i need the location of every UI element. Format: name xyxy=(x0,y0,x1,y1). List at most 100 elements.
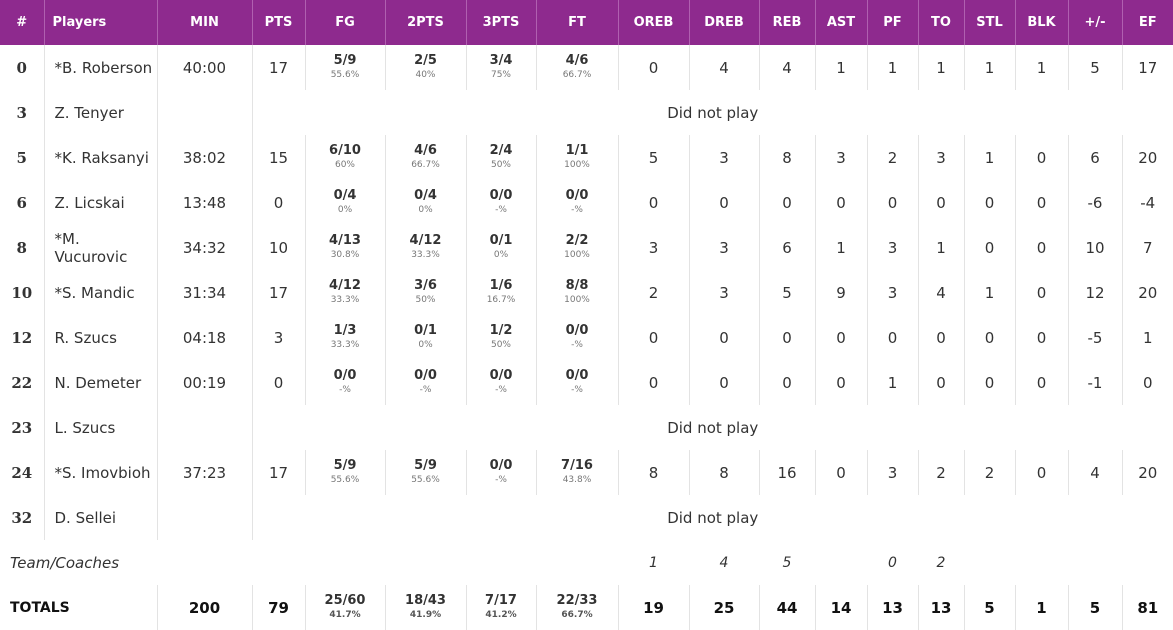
efficiency: -4 xyxy=(1122,180,1173,225)
stl: 0 xyxy=(964,315,1016,360)
reb: 5 xyxy=(782,554,792,571)
pf: 0 xyxy=(867,180,919,225)
minutes: 31:34 xyxy=(157,270,253,315)
oreb: 0 xyxy=(618,315,690,360)
oreb: 5 xyxy=(618,135,690,180)
player-number: 3 xyxy=(0,90,45,135)
oreb: 1 xyxy=(649,554,658,571)
player-name[interactable]: Z. Licskai xyxy=(44,180,158,225)
pf: 0 xyxy=(888,554,897,571)
player-name[interactable]: *K. Raksanyi xyxy=(44,135,158,180)
pf: 2 xyxy=(867,135,919,180)
three-cell: 0/0 -% xyxy=(466,450,537,495)
ft-pct: 43.8% xyxy=(562,475,592,485)
three-pct: 75% xyxy=(490,70,511,80)
player-row: 12 R. Szucs 04:18 3 1/3 33.3% 0/1 0% 1/2 50… xyxy=(0,315,1173,360)
three-cell: 0/0 -% xyxy=(466,360,537,405)
col-header[interactable]: 3PTS xyxy=(466,0,537,45)
player-name[interactable]: D. Sellei xyxy=(44,495,158,540)
to: 2 xyxy=(918,450,965,495)
three-made: 2/4 xyxy=(489,143,513,158)
col-header[interactable]: PTS xyxy=(252,0,306,45)
col-header[interactable]: TO xyxy=(918,0,965,45)
ast: 1 xyxy=(815,225,868,270)
to: 1 xyxy=(918,45,965,90)
two-cell: 0/1 0% xyxy=(385,315,467,360)
player-name[interactable]: L. Szucs xyxy=(44,405,158,450)
reb: 16 xyxy=(759,450,816,495)
fg-cell: 5/9 55.6% xyxy=(305,450,386,495)
fg-pct: 55.6% xyxy=(330,475,360,485)
col-header[interactable]: FT xyxy=(536,0,619,45)
col-header[interactable]: EF xyxy=(1122,0,1173,45)
col-header[interactable]: # xyxy=(0,0,45,45)
three-cell: 0/1 0% xyxy=(466,225,537,270)
reb: 44 xyxy=(759,585,816,630)
plus-minus: 6 xyxy=(1068,135,1123,180)
player-name[interactable]: *S. Mandic xyxy=(44,270,158,315)
blk: 1 xyxy=(1015,585,1069,630)
two-cell: 18/43 41.9% xyxy=(385,585,467,630)
did-not-play-label: Did not play xyxy=(252,90,1173,135)
fg-cell: 5/9 55.6% xyxy=(305,45,386,90)
col-header[interactable]: AST xyxy=(815,0,868,45)
player-name[interactable]: *B. Roberson xyxy=(44,45,158,90)
three-made: 1/2 xyxy=(489,323,513,338)
player-name[interactable]: *S. Imovbioh xyxy=(44,450,158,495)
player-row: 24 *S. Imovbioh 37:23 17 5/9 55.6% 5/9 55.… xyxy=(0,450,1173,495)
col-header[interactable]: DREB xyxy=(689,0,760,45)
efficiency: 20 xyxy=(1122,270,1173,315)
col-header[interactable]: MIN xyxy=(157,0,253,45)
col-header[interactable]: OREB xyxy=(618,0,690,45)
fg-pct: 0% xyxy=(337,205,353,215)
minutes: 40:00 xyxy=(157,45,253,90)
ft-cell: 8/8 100% xyxy=(536,270,619,315)
minutes xyxy=(157,495,253,540)
efficiency: 20 xyxy=(1122,135,1173,180)
player-name[interactable]: *M. Vucurovic xyxy=(44,225,158,270)
to: 13 xyxy=(918,585,965,630)
player-name[interactable]: N. Demeter xyxy=(44,360,158,405)
ft-pct: 100% xyxy=(564,160,590,170)
points: 10 xyxy=(252,225,306,270)
team-coaches-row: Team/Coaches 1 4 5 0 2 xyxy=(0,540,1173,585)
stl: 0 xyxy=(964,360,1016,405)
col-header[interactable]: REB xyxy=(759,0,816,45)
team-coaches-label: Team/Coaches xyxy=(10,553,120,572)
header-row: # Players MIN PTS FG 2PTS 3PTS FT OREB D… xyxy=(0,0,1173,45)
oreb: 0 xyxy=(618,360,690,405)
col-header[interactable]: +/- xyxy=(1068,0,1123,45)
player-name[interactable]: Z. Tenyer xyxy=(44,90,158,135)
blk xyxy=(1015,540,1068,585)
minutes: 04:18 xyxy=(157,315,253,360)
ast: 1 xyxy=(815,45,868,90)
ft-cell: 22/33 66.7% xyxy=(536,585,619,630)
two-pct: 0% xyxy=(418,205,433,215)
col-header[interactable]: STL xyxy=(964,0,1016,45)
col-header[interactable]: Players xyxy=(44,0,158,45)
dreb: 3 xyxy=(689,270,760,315)
points: 17 xyxy=(252,270,306,315)
two-made: 3/6 xyxy=(414,278,437,293)
ft-pct: 100% xyxy=(564,295,590,305)
col-header[interactable]: 2PTS xyxy=(385,0,467,45)
two-cell: 0/0 -% xyxy=(385,360,467,405)
two-pct: -% xyxy=(419,385,432,395)
stl: 0 xyxy=(964,225,1016,270)
col-header[interactable]: PF xyxy=(867,0,919,45)
two-pct: 50% xyxy=(415,295,436,305)
ast: 0 xyxy=(815,315,868,360)
points: 0 xyxy=(252,360,306,405)
two-cell: 2/5 40% xyxy=(385,45,467,90)
two-made: 0/0 xyxy=(414,368,437,383)
points: 15 xyxy=(252,135,306,180)
player-name[interactable]: R. Szucs xyxy=(44,315,158,360)
col-header[interactable]: BLK xyxy=(1015,0,1069,45)
pf: 1 xyxy=(867,360,919,405)
col-header[interactable]: FG xyxy=(305,0,386,45)
player-row: 0 *B. Roberson 40:00 17 5/9 55.6% 2/5 40% … xyxy=(0,45,1173,90)
points: 17 xyxy=(252,450,306,495)
fg-cell: 6/10 60% xyxy=(305,135,386,180)
two-pct: 41.9% xyxy=(409,610,442,620)
